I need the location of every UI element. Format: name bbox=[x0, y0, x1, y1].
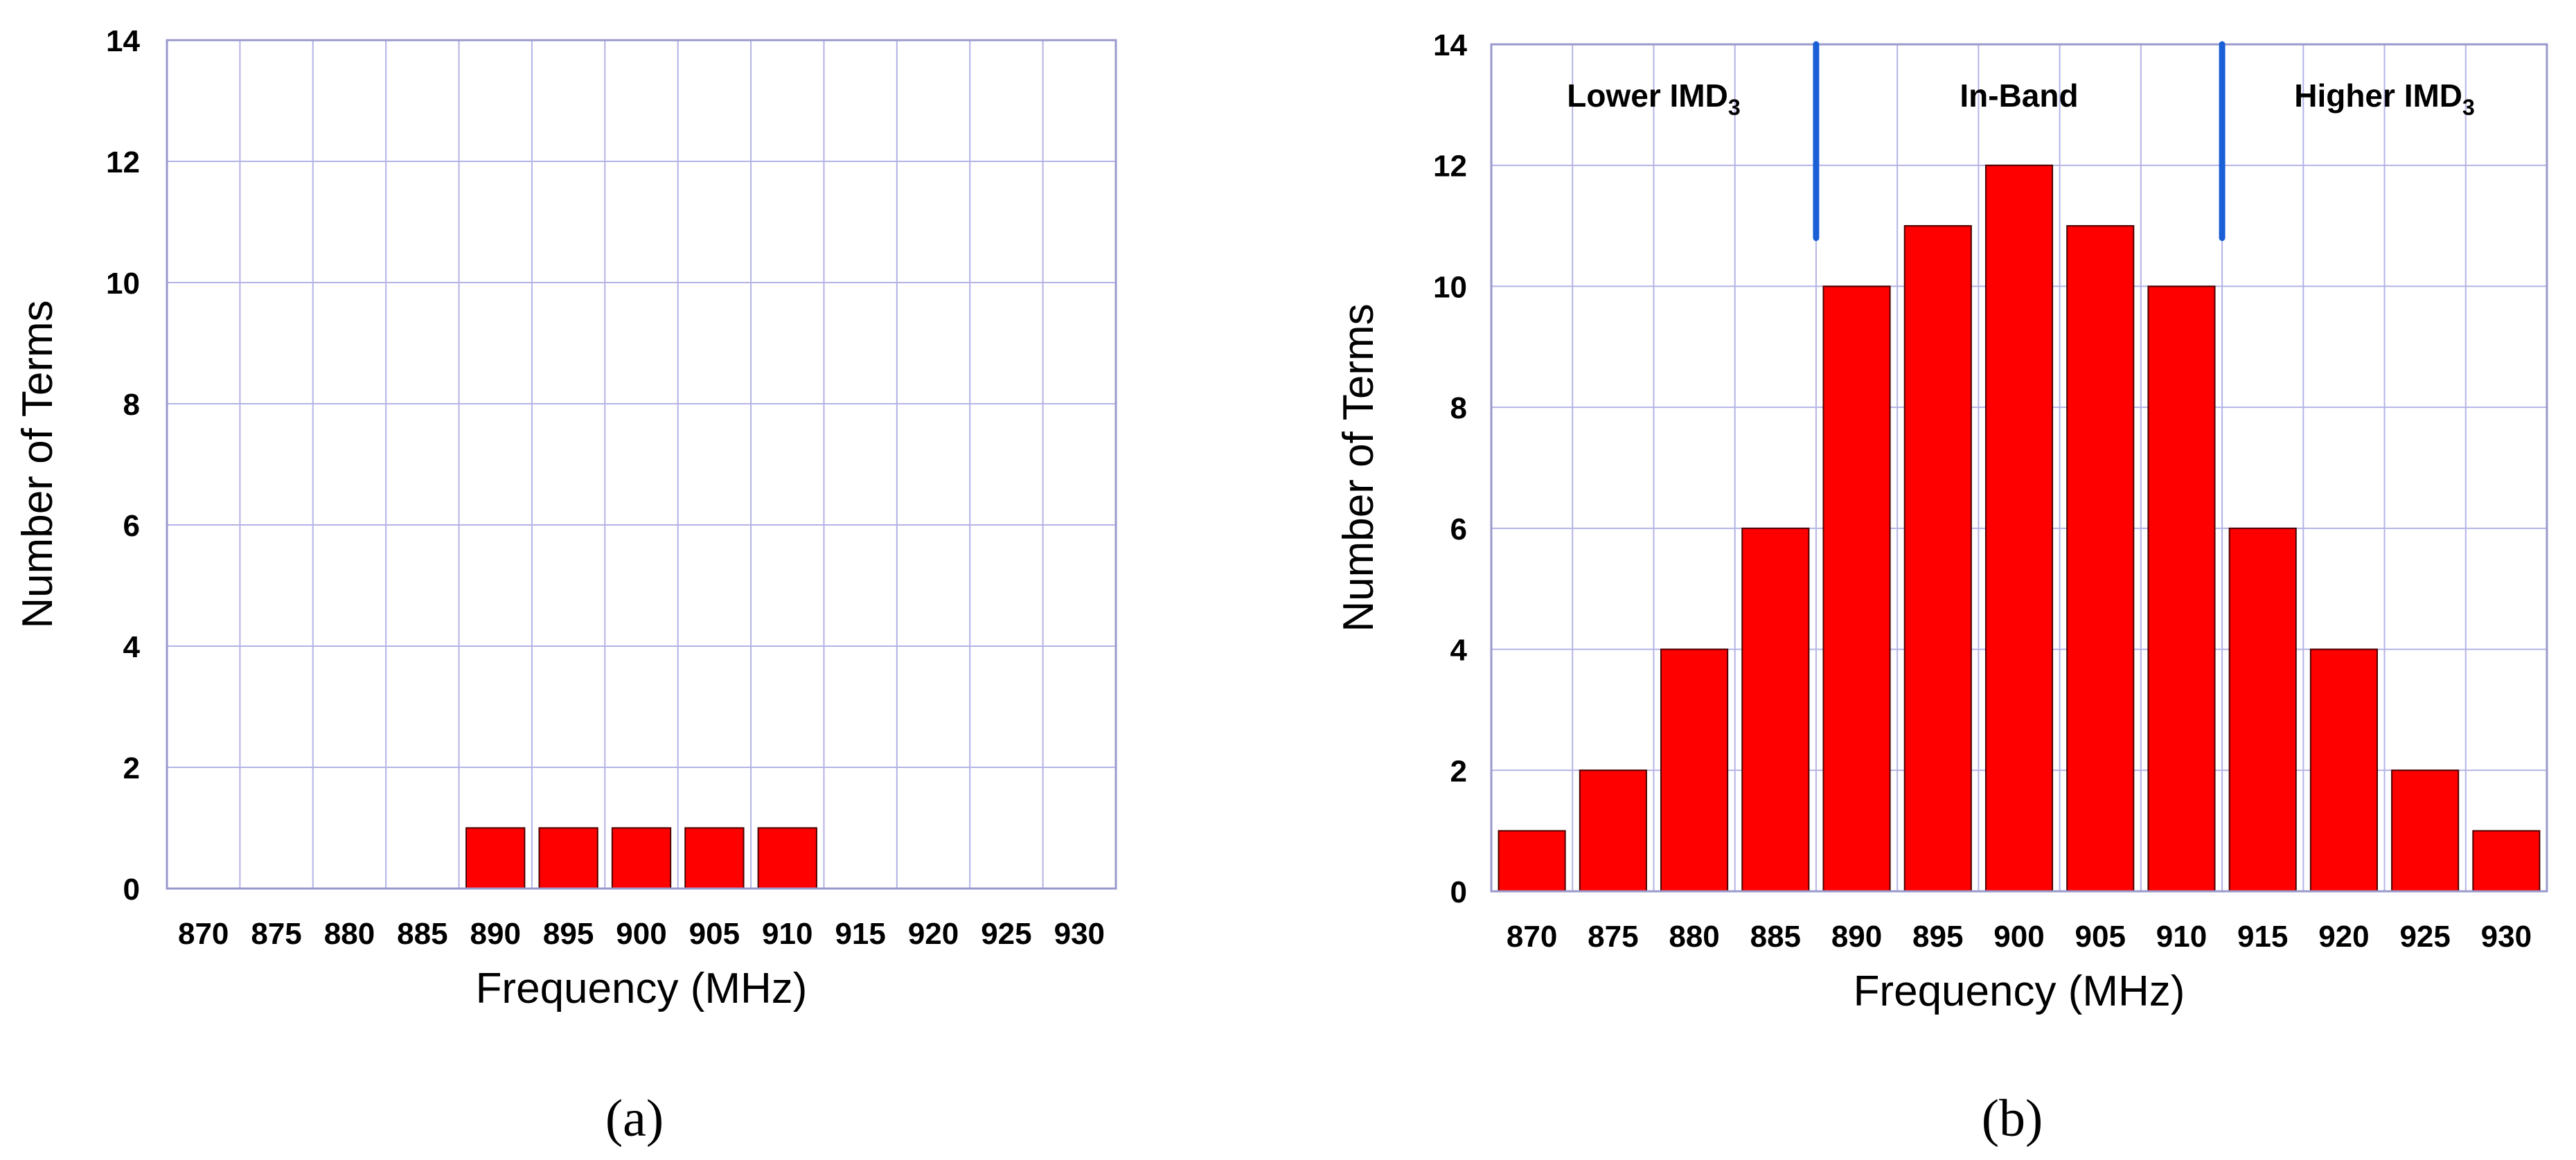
y-tick-label: 8 bbox=[1450, 391, 1467, 425]
bar-900 bbox=[611, 827, 672, 889]
chart-panel-a: 870 875 880 885 890 895 900 905 910 915 920 925 930 0… bbox=[14, 24, 1117, 1148]
x-tick-label: 870 bbox=[178, 917, 229, 951]
bar-905 bbox=[684, 827, 745, 889]
x-tick-label: 910 bbox=[2156, 920, 2207, 954]
bar-885 bbox=[1741, 527, 1810, 892]
x-tick-label: 920 bbox=[908, 917, 959, 951]
y-axis-label: Number of Terms bbox=[1335, 303, 1383, 632]
x-tick-label: 905 bbox=[2075, 920, 2126, 954]
bar-890 bbox=[465, 827, 526, 889]
y-tick-label: 2 bbox=[123, 751, 140, 785]
panel-label: (b) bbox=[1982, 1089, 2043, 1148]
x-tick-label: 895 bbox=[543, 917, 594, 951]
y-tick-label: 4 bbox=[1450, 634, 1468, 668]
x-tick-label: 930 bbox=[1054, 917, 1105, 951]
x-tick-label: 880 bbox=[1669, 920, 1719, 954]
bar-910 bbox=[757, 827, 817, 889]
x-tick-label: 900 bbox=[1993, 920, 2044, 954]
bar-895 bbox=[1903, 225, 1972, 893]
panel-label: (a) bbox=[605, 1089, 664, 1148]
region-label: Lower IMD3 bbox=[1567, 78, 1740, 120]
y-axis-label: Number of Terms bbox=[14, 300, 62, 628]
x-axis-label: Frequency (MHz) bbox=[476, 965, 808, 1012]
x-tick-label: 905 bbox=[689, 917, 740, 951]
plot-frame bbox=[1490, 43, 2548, 893]
region-label: Higher IMD3 bbox=[2294, 78, 2475, 120]
bar-890 bbox=[1822, 285, 1891, 892]
region-label: In-Band bbox=[1960, 78, 2078, 114]
y-tick-label: 0 bbox=[1450, 875, 1467, 909]
plot-frame bbox=[166, 39, 1117, 890]
x-tick-label: 895 bbox=[1912, 920, 1963, 954]
bar-895 bbox=[538, 827, 598, 889]
x-tick-label: 930 bbox=[2481, 920, 2532, 954]
x-tick-label: 915 bbox=[2237, 920, 2288, 954]
y-tick-label: 2 bbox=[1450, 754, 1467, 788]
bar-920 bbox=[2309, 648, 2378, 892]
y-tick-label: 10 bbox=[1433, 270, 1467, 304]
chart-panel-b: Lower IMD3 In-Band Higher IMD3 870 875 880 885… bbox=[1335, 28, 2548, 1148]
x-tick-label: 875 bbox=[1588, 920, 1638, 954]
bar-915 bbox=[2228, 527, 2297, 892]
y-tick-label: 14 bbox=[106, 24, 140, 58]
x-tick-label: 900 bbox=[616, 917, 666, 951]
x-tick-label: 880 bbox=[324, 917, 375, 951]
x-tick-label: 925 bbox=[2399, 920, 2450, 954]
x-tick-label: 915 bbox=[835, 917, 885, 951]
x-tick-label: 890 bbox=[470, 917, 521, 951]
plot-area bbox=[167, 40, 1116, 889]
bar-925 bbox=[2391, 769, 2460, 893]
y-tick-label: 6 bbox=[1450, 512, 1467, 546]
x-tick-label: 925 bbox=[981, 917, 1031, 951]
bar-905 bbox=[2066, 225, 2135, 893]
x-tick-label: 885 bbox=[397, 917, 447, 951]
bar-910 bbox=[2147, 285, 2216, 892]
y-tick-label: 12 bbox=[106, 145, 140, 179]
bar-900 bbox=[1984, 164, 2054, 893]
x-axis-label: Frequency (MHz) bbox=[1854, 967, 2185, 1015]
x-tick-label: 920 bbox=[2318, 920, 2369, 954]
y-tick-label: 12 bbox=[1433, 150, 1467, 184]
y-tick-label: 6 bbox=[123, 509, 140, 543]
y-tick-label: 4 bbox=[123, 630, 141, 664]
y-tick-label: 8 bbox=[123, 388, 140, 422]
x-tick-label: 875 bbox=[251, 917, 301, 951]
bar-930 bbox=[2472, 830, 2541, 892]
x-tick-label: 890 bbox=[1831, 920, 1882, 954]
y-tick-label: 10 bbox=[106, 267, 140, 301]
bar-875 bbox=[1579, 769, 1647, 893]
x-tick-label: 910 bbox=[762, 917, 812, 951]
y-tick-label: 0 bbox=[123, 873, 140, 907]
bar-870 bbox=[1498, 830, 1566, 892]
x-tick-label: 870 bbox=[1507, 920, 1557, 954]
y-tick-label: 14 bbox=[1433, 28, 1467, 62]
bar-880 bbox=[1660, 648, 1729, 892]
x-tick-label: 885 bbox=[1750, 920, 1801, 954]
